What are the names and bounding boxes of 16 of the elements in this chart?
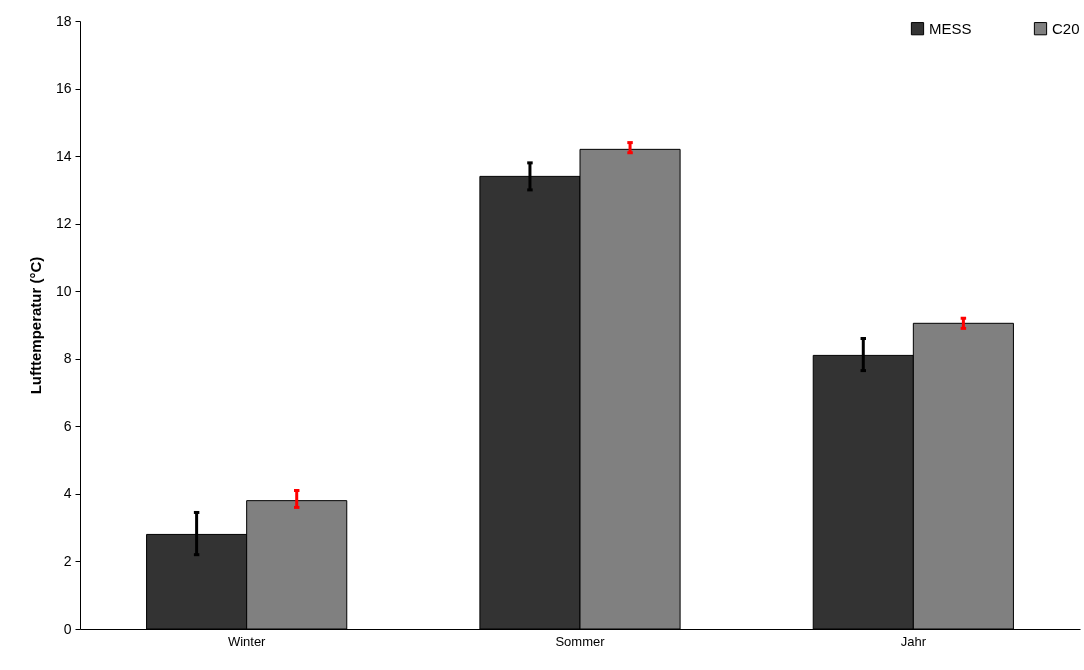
y-tick-label: 8: [63, 350, 72, 367]
y-tick-label: 18: [55, 12, 72, 29]
x-tick-label: Jahr: [900, 633, 927, 649]
y-tick-label: 12: [55, 215, 72, 232]
y-tick-label: 16: [55, 80, 72, 97]
x-tick-label: Winter: [227, 633, 267, 649]
legend-label: MESS: [929, 19, 972, 37]
y-tick-label: 0: [63, 620, 72, 637]
y-tick-label: 14: [55, 147, 72, 164]
x-tick-label: Sommer: [555, 633, 606, 649]
y-tick-label: 2: [63, 552, 72, 569]
y-tick-label: 10: [55, 282, 72, 299]
y-axis-title: Lufttemperatur (°C): [26, 256, 44, 395]
legend-label: C20: [1052, 19, 1080, 37]
y-tick-label: 6: [63, 417, 72, 434]
y-tick-label: 4: [63, 485, 72, 502]
